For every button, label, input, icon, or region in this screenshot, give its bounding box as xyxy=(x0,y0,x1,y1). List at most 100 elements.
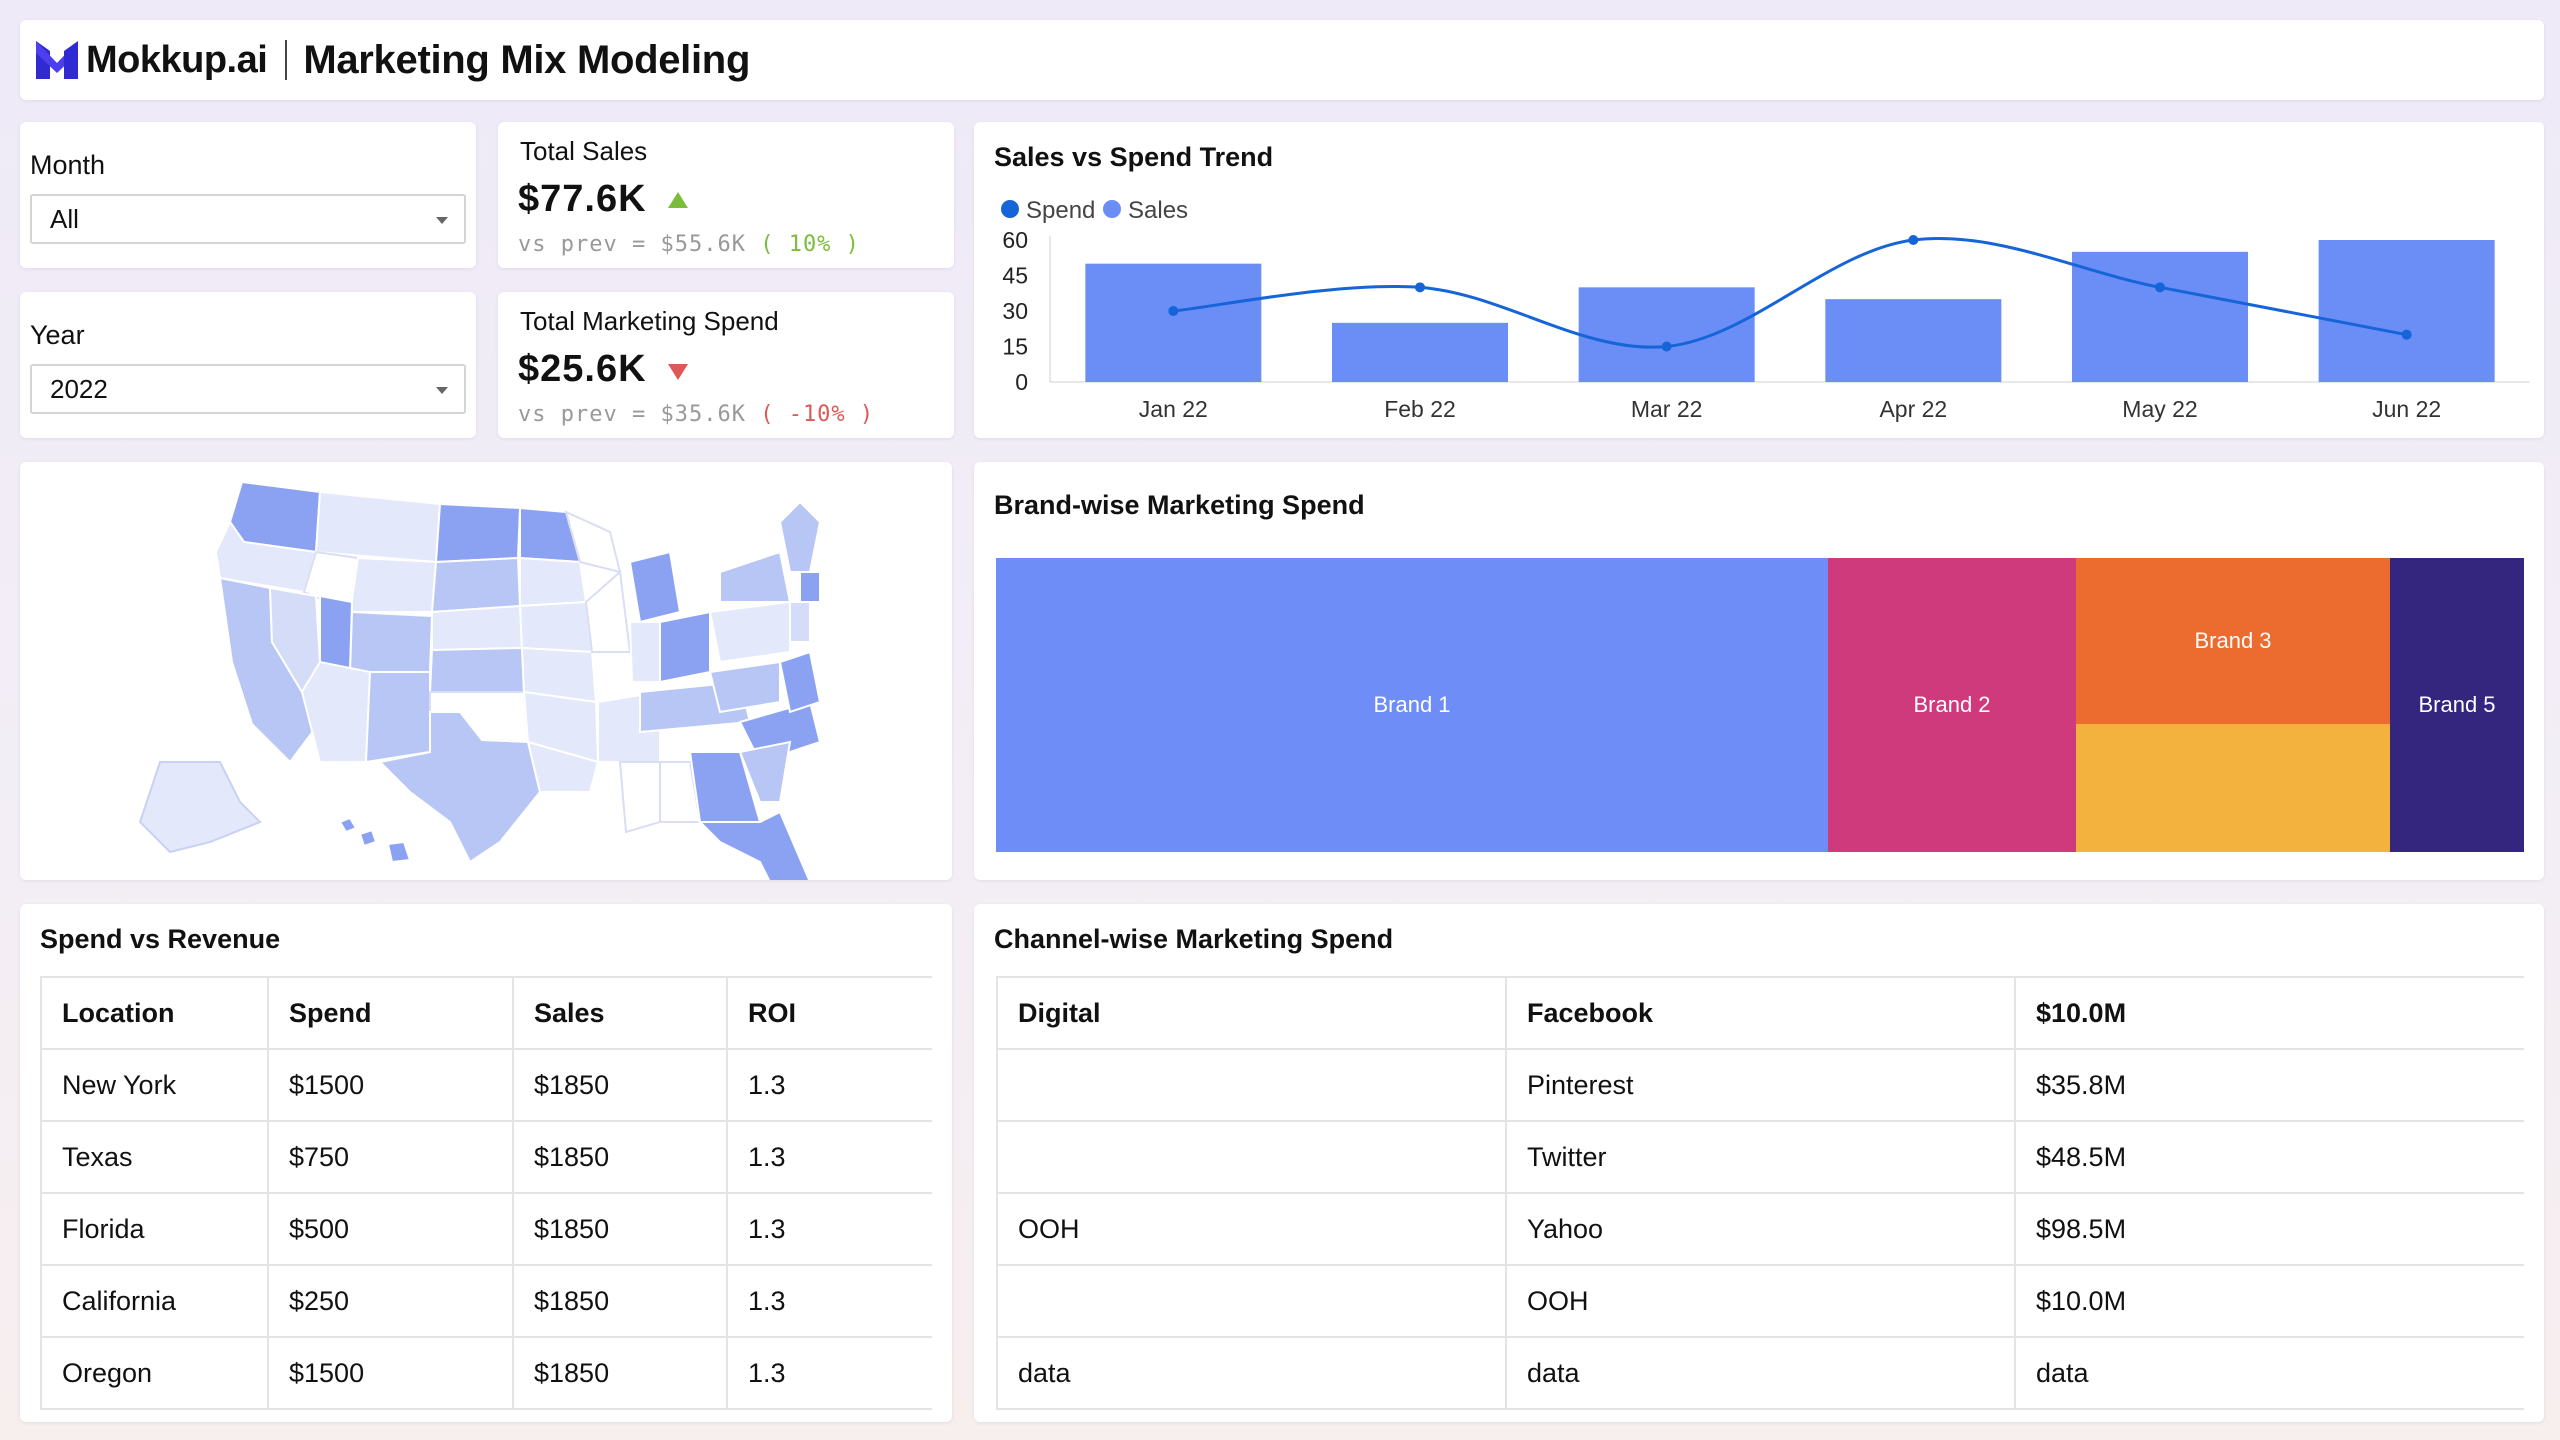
treemap-brand-2[interactable]: Brand 2 xyxy=(1828,558,2076,852)
year-filter-card: Year 2022 xyxy=(20,292,476,438)
column-header[interactable]: Sales xyxy=(512,976,728,1050)
prev-value: $55.6K xyxy=(660,232,746,257)
table-cell xyxy=(996,1048,1507,1122)
year-select-value: 2022 xyxy=(50,373,108,404)
sales-bar xyxy=(1332,322,1508,382)
table-row: OOH $10.0M xyxy=(996,1264,2524,1338)
channel-spend-card: Channel-wise Marketing Spend Digital Fac… xyxy=(974,904,2544,1422)
kpi-comparison: vs prev = $55.6K ( 10% ) xyxy=(518,232,860,257)
column-header[interactable]: Spend xyxy=(267,976,514,1050)
table-row: Pinterest $35.8M xyxy=(996,1048,2524,1122)
table-row: New York $1500 $1850 1.3 xyxy=(40,1048,932,1122)
month-filter-card: Month All xyxy=(20,122,476,268)
table-cell: $1850 xyxy=(512,1048,728,1122)
page-title: Marketing Mix Modeling xyxy=(303,37,751,82)
chevron-down-icon xyxy=(436,217,448,224)
mokkup-logo-icon xyxy=(36,41,78,79)
x-tick-label: Jun 22 xyxy=(2372,396,2441,422)
column-header[interactable]: Facebook xyxy=(1505,976,2016,1050)
table-cell: Oregon xyxy=(40,1336,269,1410)
table-cell: 1.3 xyxy=(726,1120,932,1194)
map-card xyxy=(20,462,952,904)
total-sales-card: Total Sales $77.6K vs prev = $55.6K ( 10… xyxy=(498,122,954,268)
table-header-row: Location Spend Sales ROI xyxy=(40,976,932,1050)
y-tick-label: 15 xyxy=(1002,334,1028,360)
table-cell xyxy=(996,1120,1507,1194)
y-tick-label: 45 xyxy=(1002,263,1028,289)
y-tick-label: 30 xyxy=(1002,298,1028,324)
table-cell: data xyxy=(996,1336,1507,1410)
table-cell: Yahoo xyxy=(1505,1192,2016,1266)
table-cell: $500 xyxy=(267,1192,514,1266)
treemap-brand-5[interactable]: Brand 5 xyxy=(2390,558,2524,852)
column-header[interactable]: Location xyxy=(40,976,269,1050)
sales-bar xyxy=(1578,287,1755,382)
delta-value: ( 10% ) xyxy=(760,232,860,257)
column-header[interactable]: ROI xyxy=(726,976,932,1050)
x-tick-label: Feb 22 xyxy=(1384,396,1456,422)
legend-spend-label: Spend xyxy=(1026,197,1095,224)
spend-revenue-table: Location Spend Sales ROI New York $1500 … xyxy=(40,976,932,1410)
treemap-brand-4[interactable] xyxy=(2076,724,2390,852)
table-cell: New York xyxy=(40,1048,269,1122)
table-row: Oregon $1500 $1850 1.3 xyxy=(40,1336,932,1410)
trend-up-icon xyxy=(668,192,688,208)
table-cell: 1.3 xyxy=(726,1192,932,1266)
prev-label: vs prev = xyxy=(518,232,647,257)
channel-spend-title: Channel-wise Marketing Spend xyxy=(994,924,1394,954)
channel-spend-table-wrap: Digital Facebook $10.0M Pinterest $35.8M… xyxy=(996,976,2524,1410)
treemap-brand-1[interactable]: Brand 1 xyxy=(996,558,1828,852)
spend-revenue-table-wrap: Location Spend Sales ROI New York $1500 … xyxy=(40,976,932,1410)
column-header[interactable]: $10.0M xyxy=(2014,976,2524,1050)
brand-treemap-card: Brand-wise Marketing Spend Brand 1 Brand… xyxy=(974,462,2544,880)
kpi-value: $77.6K xyxy=(518,178,647,220)
x-tick-label: May 22 xyxy=(2122,396,2197,422)
trend-chart-title: Sales vs Spend Trend xyxy=(994,142,1274,172)
table-cell: Florida xyxy=(40,1192,269,1266)
logo-text: Mokkup.ai xyxy=(86,38,268,81)
year-select[interactable]: 2022 xyxy=(30,364,466,414)
kpi-comparison: vs prev = $35.6K ( -10% ) xyxy=(518,402,874,427)
spend-point xyxy=(1908,235,1919,245)
kpi-title: Total Sales xyxy=(520,136,648,166)
table-cell: data xyxy=(2014,1336,2524,1410)
y-tick-label: 60 xyxy=(1002,227,1028,253)
legend-sales-label: Sales xyxy=(1128,197,1188,224)
spend-point xyxy=(1661,341,1672,352)
trend-down-icon xyxy=(668,364,688,380)
spend-point xyxy=(1415,282,1425,293)
legend-sales-marker xyxy=(1103,200,1121,218)
kpi-title: Total Marketing Spend xyxy=(520,306,779,336)
header-divider xyxy=(285,40,288,80)
spend-point xyxy=(1168,306,1179,316)
header-bar: Mokkup.ai Marketing Mix Modeling xyxy=(20,20,2544,100)
brand-treemap: Brand 1 Brand 2 Brand 3 Brand 5 xyxy=(996,558,2524,852)
table-cell: Twitter xyxy=(1505,1120,2016,1194)
spend-line xyxy=(1173,237,2407,349)
legend-spend-marker xyxy=(1001,200,1019,218)
x-tick-label: Apr 22 xyxy=(1879,396,1947,422)
kpi-value: $25.6K xyxy=(518,348,647,390)
y-tick-label: 0 xyxy=(1015,369,1028,395)
table-cell: Pinterest xyxy=(1505,1048,2016,1122)
sales-bar xyxy=(2318,240,2495,382)
table-cell: OOH xyxy=(1505,1264,2016,1338)
treemap-brand-3[interactable]: Brand 3 xyxy=(2076,558,2390,724)
table-cell: $750 xyxy=(267,1120,514,1194)
table-row: Texas $750 $1850 1.3 xyxy=(40,1120,932,1194)
table-row: Florida $500 $1850 1.3 xyxy=(40,1192,932,1266)
table-cell: OOH xyxy=(996,1192,1507,1266)
table-row: Twitter $48.5M xyxy=(996,1120,2524,1194)
sales-bar xyxy=(1825,299,2002,382)
prev-label: vs prev = xyxy=(518,402,647,427)
spend-revenue-card: Spend vs Revenue Location Spend Sales RO… xyxy=(20,904,952,1422)
table-cell: California xyxy=(40,1264,269,1338)
total-spend-card: Total Marketing Spend $25.6K vs prev = $… xyxy=(498,292,954,438)
sales-bar xyxy=(1085,263,1262,382)
table-cell: $1850 xyxy=(512,1264,728,1338)
chevron-down-icon xyxy=(436,387,448,394)
table-cell: $1850 xyxy=(512,1336,728,1410)
table-cell: 1.3 xyxy=(726,1336,932,1410)
column-header[interactable]: Digital xyxy=(996,976,1507,1050)
month-select[interactable]: All xyxy=(30,194,466,244)
